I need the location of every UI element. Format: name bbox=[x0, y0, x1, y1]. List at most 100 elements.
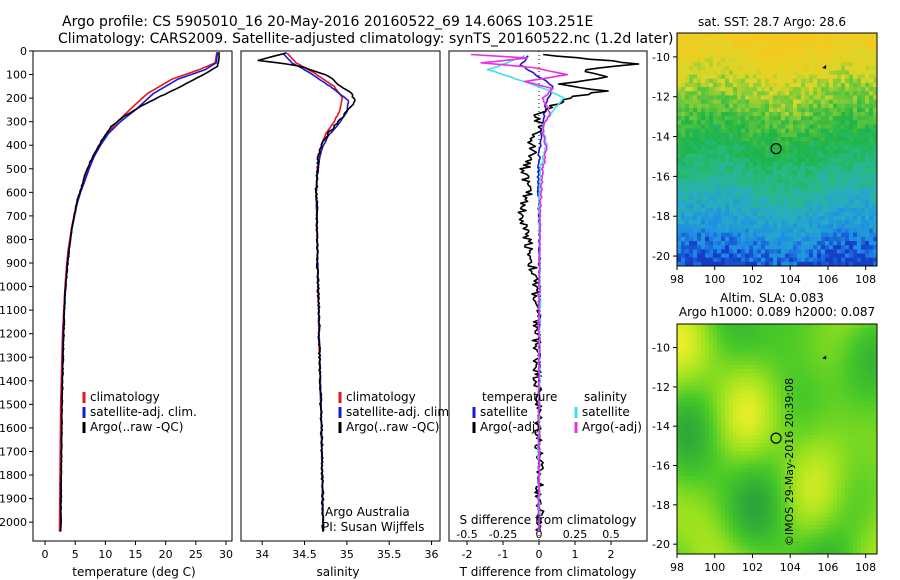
heat-cell bbox=[745, 145, 750, 150]
heat-cell bbox=[845, 447, 850, 452]
heat-cell bbox=[765, 45, 770, 51]
heat-cell bbox=[681, 369, 686, 374]
heat-cell bbox=[873, 348, 878, 354]
heat-cell bbox=[825, 170, 830, 175]
heat-cell bbox=[737, 220, 742, 225]
heat-cell bbox=[741, 99, 746, 105]
heat-cell bbox=[681, 149, 686, 155]
heat-cell bbox=[853, 257, 858, 263]
heat-cell bbox=[773, 422, 778, 428]
heat-cell bbox=[765, 70, 770, 76]
heat-cell bbox=[853, 253, 858, 259]
heat-cell bbox=[685, 430, 690, 436]
heat-cell bbox=[833, 232, 838, 238]
heat-cell bbox=[865, 348, 870, 354]
heat-cell bbox=[825, 467, 830, 473]
heat-cell bbox=[845, 426, 850, 432]
heat-cell bbox=[741, 186, 746, 192]
heat-cell bbox=[797, 128, 802, 134]
heat-cell bbox=[713, 402, 718, 407]
heat-cell bbox=[869, 381, 874, 387]
heat-cell bbox=[741, 352, 746, 358]
heat-cell bbox=[689, 220, 694, 225]
heat-cell bbox=[761, 443, 766, 448]
heat-cell bbox=[769, 377, 774, 382]
heat-cell bbox=[821, 352, 826, 358]
heat-cell bbox=[825, 430, 830, 436]
heat-cell bbox=[777, 336, 782, 341]
heat-cell bbox=[825, 418, 830, 423]
heat-cell bbox=[773, 369, 778, 374]
heat-cell bbox=[741, 381, 746, 387]
heat-cell bbox=[689, 459, 694, 465]
heat-cell bbox=[757, 228, 762, 234]
heat-cell bbox=[753, 78, 758, 84]
heat-cell bbox=[689, 99, 694, 105]
heat-cell bbox=[737, 203, 742, 209]
heat-cell bbox=[801, 459, 806, 465]
heat-cell bbox=[757, 33, 762, 38]
heat-cell bbox=[789, 352, 794, 358]
heat-cell bbox=[689, 112, 694, 117]
heat-cell bbox=[793, 170, 798, 175]
heat-cell bbox=[833, 397, 838, 403]
heat-cell bbox=[841, 199, 846, 204]
heat-cell bbox=[753, 245, 758, 250]
heat-cell bbox=[777, 186, 782, 192]
heat-cell bbox=[689, 324, 694, 329]
heat-cell bbox=[857, 224, 862, 229]
heat-cell bbox=[757, 66, 762, 71]
heat-cell bbox=[801, 91, 806, 96]
heat-cell bbox=[865, 37, 870, 42]
heat-cell bbox=[717, 232, 722, 238]
heat-cell bbox=[681, 261, 686, 267]
heat-cell bbox=[693, 128, 698, 134]
heat-cell bbox=[865, 344, 870, 350]
heat-cell bbox=[781, 356, 786, 362]
heat-cell bbox=[713, 463, 718, 469]
heat-cell bbox=[797, 74, 802, 80]
heat-cell bbox=[825, 480, 830, 485]
heat-cell bbox=[689, 377, 694, 382]
heat-cell bbox=[717, 191, 722, 196]
heat-cell bbox=[833, 107, 838, 113]
heat-cell bbox=[681, 78, 686, 84]
heat-cell bbox=[873, 443, 878, 448]
heat-cell bbox=[857, 157, 862, 163]
heat-cell bbox=[717, 336, 722, 341]
heat-cell bbox=[817, 82, 822, 88]
heat-cell bbox=[813, 53, 818, 59]
heat-cell bbox=[729, 352, 734, 358]
heat-cell bbox=[865, 257, 870, 263]
heat-cell bbox=[809, 203, 814, 209]
heat-cell bbox=[697, 157, 702, 163]
heat-cell bbox=[797, 170, 802, 175]
heat-cell bbox=[725, 53, 730, 59]
heat-cell bbox=[681, 153, 686, 159]
heat-cell bbox=[705, 87, 710, 92]
heat-cell bbox=[793, 236, 798, 242]
heat-cell bbox=[773, 103, 778, 109]
heat-cell bbox=[729, 397, 734, 403]
heat-cell bbox=[709, 406, 714, 411]
heat-cell bbox=[705, 120, 710, 125]
heat-cell bbox=[757, 463, 762, 469]
heat-cell bbox=[685, 434, 690, 440]
heat-cell bbox=[689, 82, 694, 88]
heat-cell bbox=[845, 410, 850, 415]
heat-cell bbox=[753, 389, 758, 395]
heat-cell bbox=[789, 174, 794, 180]
heat-cell bbox=[769, 203, 774, 209]
heat-cell bbox=[693, 443, 698, 448]
heat-cell bbox=[765, 344, 770, 350]
heat-cell bbox=[773, 66, 778, 71]
heat-cell bbox=[761, 328, 766, 333]
heat-cell bbox=[793, 33, 798, 38]
heat-cell bbox=[689, 203, 694, 209]
heat-cell bbox=[873, 455, 878, 460]
heat-cell bbox=[825, 232, 830, 238]
heat-cell bbox=[797, 463, 802, 469]
heat-cell bbox=[721, 195, 726, 200]
heat-cell bbox=[757, 191, 762, 196]
heat-cell bbox=[821, 236, 826, 242]
